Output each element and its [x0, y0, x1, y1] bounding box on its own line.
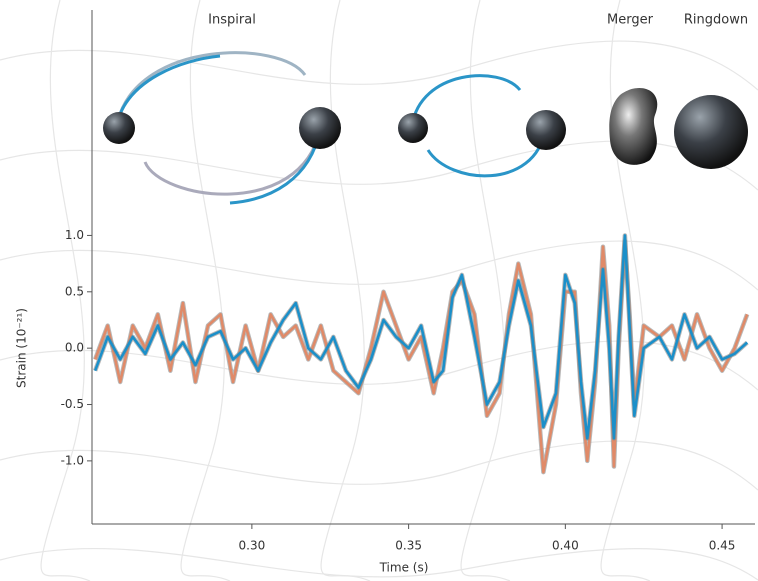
y-tick-label: 1.0 — [65, 228, 84, 242]
x-tick-label: 0.40 — [552, 539, 579, 553]
annotation: Inspiral — [208, 13, 256, 28]
x-tick-label: 0.30 — [239, 539, 266, 553]
annotation: Merger — [607, 13, 654, 28]
x-axis-label: Time (s) — [379, 561, 429, 575]
y-axis-label: Strain (10⁻²¹) — [15, 308, 29, 388]
y-tick-label: 0.0 — [65, 341, 84, 355]
illustration — [103, 51, 748, 205]
y-tick-label: -0.5 — [61, 397, 84, 411]
x-tick-label: 0.45 — [709, 539, 736, 553]
series-line — [93, 234, 749, 440]
x-tick-label: 0.35 — [395, 539, 422, 553]
y-tick-label: 0.5 — [65, 284, 84, 298]
annotation: Ringdown — [684, 13, 748, 28]
y-tick-label: -1.0 — [61, 453, 84, 467]
